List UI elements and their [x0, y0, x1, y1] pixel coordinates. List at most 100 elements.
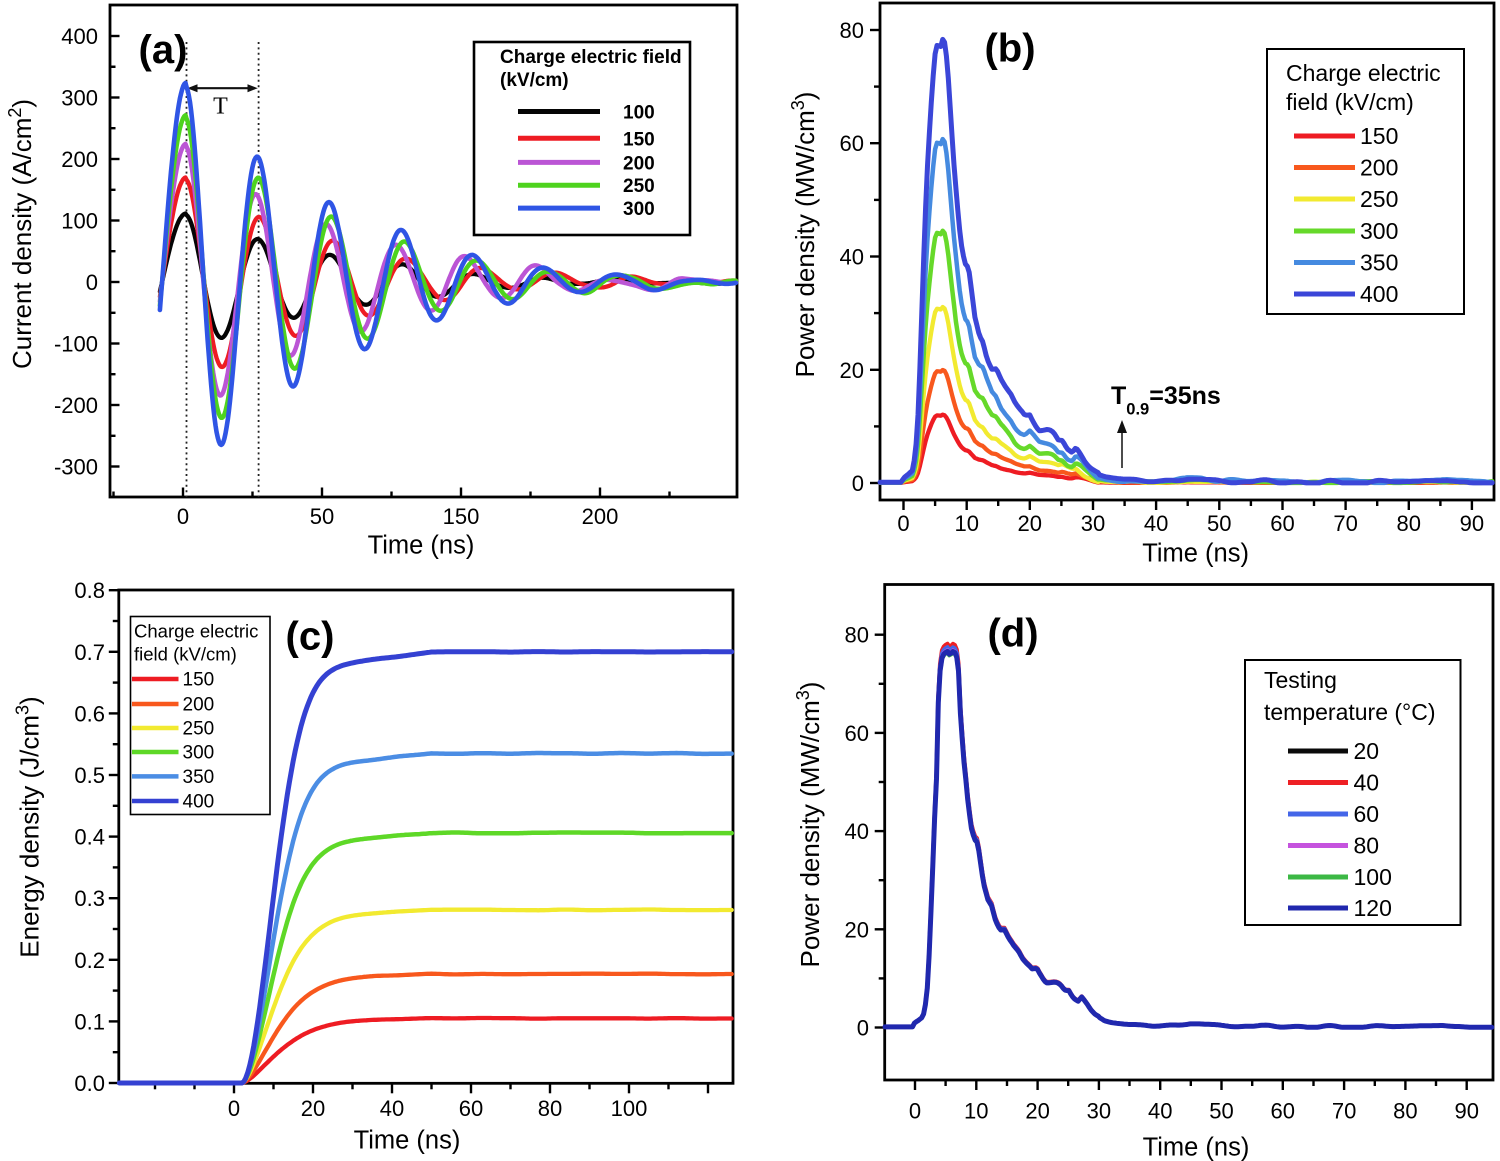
svg-text:-100: -100: [54, 332, 98, 357]
svg-text:60: 60: [840, 131, 864, 156]
svg-text:200: 200: [582, 504, 619, 529]
svg-text:20: 20: [1354, 738, 1380, 764]
svg-text:Power density (MW/cm3): Power density (MW/cm3): [793, 682, 825, 968]
svg-text:(b): (b): [984, 27, 1035, 71]
svg-text:0.0: 0.0: [74, 1071, 105, 1096]
svg-text:40: 40: [380, 1096, 404, 1121]
svg-text:60: 60: [1270, 511, 1294, 536]
svg-text:350: 350: [183, 767, 215, 788]
svg-text:40: 40: [1148, 1099, 1172, 1124]
svg-text:400: 400: [183, 792, 215, 813]
svg-text:20: 20: [845, 917, 869, 942]
svg-text:350: 350: [1360, 250, 1398, 276]
svg-text:200: 200: [623, 153, 655, 174]
svg-text:0: 0: [228, 1096, 240, 1121]
svg-text:250: 250: [1360, 186, 1398, 212]
svg-text:temperature (°C): temperature (°C): [1264, 699, 1436, 725]
svg-text:80: 80: [845, 623, 869, 648]
svg-text:40: 40: [1144, 511, 1168, 536]
svg-text:150: 150: [183, 670, 215, 691]
svg-text:0.1: 0.1: [74, 1009, 105, 1034]
svg-text:300: 300: [61, 86, 98, 111]
svg-text:40: 40: [1354, 770, 1380, 796]
svg-text:0.6: 0.6: [74, 701, 105, 726]
svg-text:20: 20: [1025, 1099, 1049, 1124]
svg-text:200: 200: [1360, 155, 1398, 181]
svg-text:300: 300: [183, 743, 215, 764]
svg-text:0: 0: [897, 511, 909, 536]
svg-text:100: 100: [611, 1096, 648, 1121]
svg-text:0.5: 0.5: [74, 763, 105, 788]
svg-text:60: 60: [1271, 1099, 1295, 1124]
svg-text:100: 100: [61, 209, 98, 234]
svg-text:80: 80: [1397, 511, 1421, 536]
svg-text:50: 50: [1207, 511, 1231, 536]
svg-text:200: 200: [61, 147, 98, 172]
svg-text:200: 200: [183, 695, 215, 716]
svg-text:30: 30: [1081, 511, 1105, 536]
svg-text:120: 120: [1354, 895, 1392, 921]
svg-text:150: 150: [443, 504, 480, 529]
svg-text:0: 0: [909, 1099, 921, 1124]
svg-text:30: 30: [1087, 1099, 1111, 1124]
svg-text:150: 150: [1360, 123, 1398, 149]
svg-text:0.7: 0.7: [74, 640, 105, 665]
svg-text:250: 250: [183, 719, 215, 740]
svg-text:150: 150: [623, 129, 655, 150]
svg-text:0.3: 0.3: [74, 886, 105, 911]
svg-text:20: 20: [840, 358, 864, 383]
svg-text:Charge electric: Charge electric: [1286, 60, 1441, 86]
svg-text:0: 0: [86, 270, 98, 295]
svg-text:60: 60: [1354, 801, 1380, 827]
svg-text:60: 60: [845, 721, 869, 746]
svg-text:20: 20: [1018, 511, 1042, 536]
svg-text:90: 90: [1460, 511, 1484, 536]
svg-text:Charge electric field: Charge electric field: [500, 47, 682, 68]
svg-text:40: 40: [845, 819, 869, 844]
svg-text:Current density (A/cm2): Current density (A/cm2): [5, 99, 37, 369]
svg-text:90: 90: [1454, 1099, 1478, 1124]
svg-text:T: T: [213, 94, 228, 120]
svg-text:400: 400: [61, 24, 98, 49]
svg-text:100: 100: [623, 103, 655, 124]
svg-text:80: 80: [538, 1096, 562, 1121]
svg-text:Power density (MW/cm3): Power density (MW/cm3): [788, 92, 820, 378]
svg-text:40: 40: [840, 245, 864, 270]
svg-text:70: 70: [1333, 511, 1357, 536]
svg-text:20: 20: [301, 1096, 325, 1121]
svg-text:0: 0: [177, 504, 189, 529]
svg-text:(kV/cm): (kV/cm): [500, 70, 569, 91]
svg-text:60: 60: [459, 1096, 483, 1121]
svg-text:-300: -300: [54, 455, 98, 480]
svg-text:Time (ns): Time (ns): [1142, 540, 1249, 568]
svg-text:Time (ns): Time (ns): [1143, 1134, 1250, 1161]
svg-text:(a): (a): [139, 28, 188, 72]
svg-text:0.8: 0.8: [74, 578, 105, 603]
svg-text:80: 80: [1393, 1099, 1417, 1124]
svg-text:300: 300: [1360, 218, 1398, 244]
svg-text:400: 400: [1360, 281, 1398, 307]
svg-text:10: 10: [964, 1099, 988, 1124]
svg-text:(c): (c): [286, 615, 335, 659]
svg-text:Time (ns): Time (ns): [368, 532, 475, 560]
svg-text:100: 100: [1354, 864, 1392, 890]
svg-text:Energy density (J/cm3): Energy density (J/cm3): [13, 696, 45, 957]
svg-text:50: 50: [1209, 1099, 1233, 1124]
svg-text:0.4: 0.4: [74, 825, 105, 850]
svg-text:250: 250: [623, 176, 655, 197]
svg-text:80: 80: [840, 18, 864, 43]
svg-text:field (kV/cm): field (kV/cm): [1286, 89, 1414, 115]
svg-text:300: 300: [623, 199, 655, 220]
svg-text:Time (ns): Time (ns): [354, 1127, 461, 1155]
svg-text:80: 80: [1354, 833, 1380, 859]
svg-text:Charge electric: Charge electric: [134, 621, 258, 642]
svg-text:0.2: 0.2: [74, 948, 105, 973]
svg-text:Testing: Testing: [1264, 667, 1337, 693]
svg-text:(d): (d): [987, 612, 1038, 656]
svg-text:0: 0: [857, 1016, 869, 1041]
svg-text:70: 70: [1332, 1099, 1356, 1124]
svg-text:10: 10: [954, 511, 978, 536]
svg-text:field (kV/cm): field (kV/cm): [134, 644, 237, 665]
svg-text:-200: -200: [54, 393, 98, 418]
svg-text:0: 0: [852, 471, 864, 496]
